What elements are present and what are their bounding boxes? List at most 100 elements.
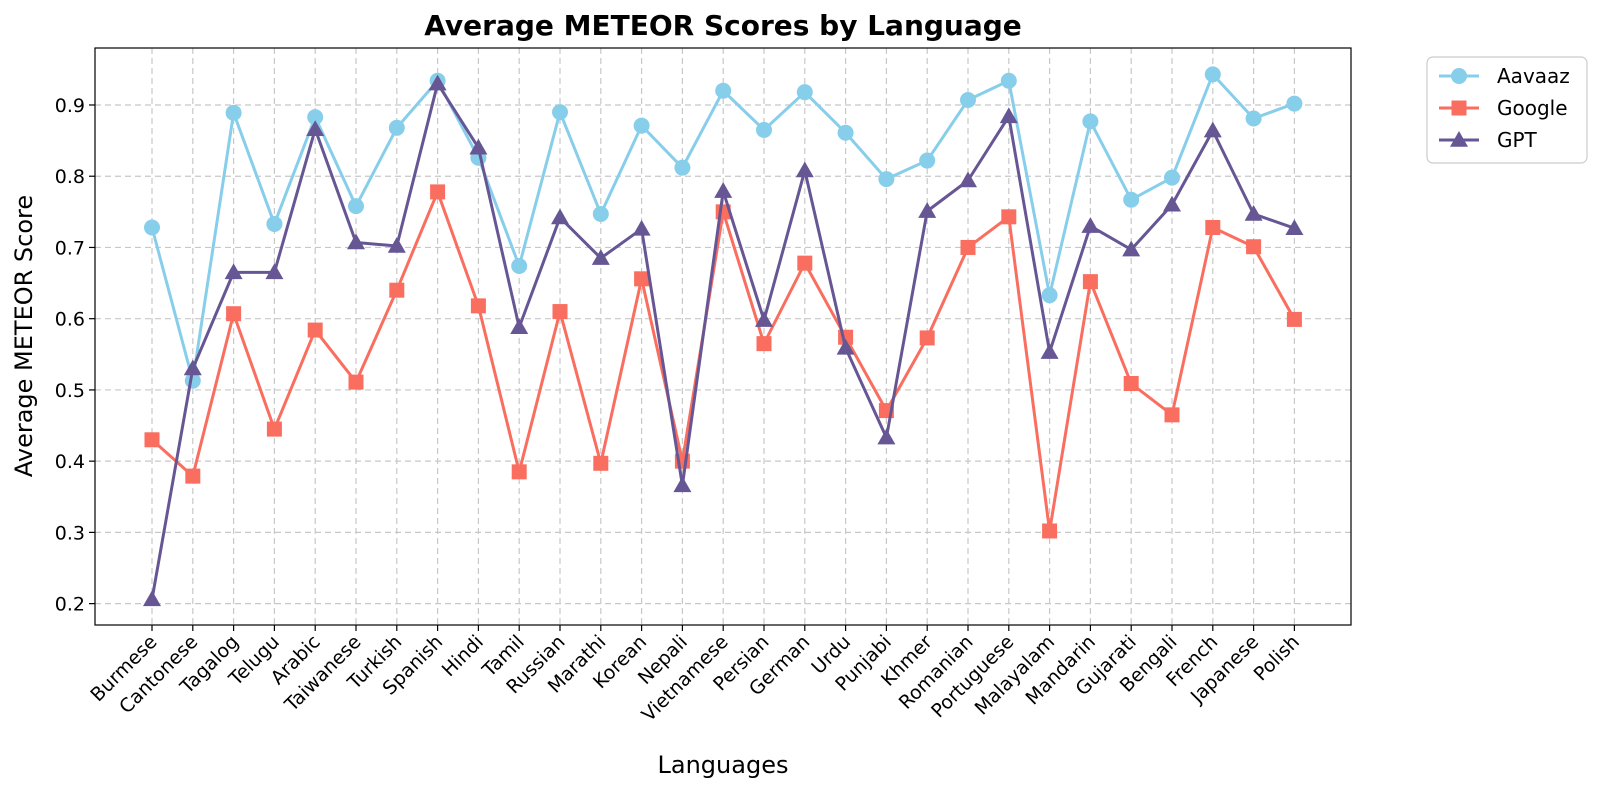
data-point-gpt	[469, 138, 488, 155]
data-point-aavaaz	[348, 198, 364, 215]
data-point-gpt	[224, 263, 243, 280]
data-point-google	[797, 255, 813, 271]
data-point-gpt	[306, 120, 325, 136]
data-point-google	[144, 432, 160, 448]
data-point-gpt	[1081, 217, 1100, 233]
data-point-aavaaz	[1164, 169, 1180, 186]
data-point-aavaaz	[266, 215, 283, 232]
data-point-aavaaz	[756, 121, 772, 138]
data-point-aavaaz	[674, 159, 691, 176]
data-point-aavaaz	[837, 124, 854, 141]
data-point-aavaaz	[592, 205, 609, 222]
data-point-google	[634, 271, 650, 287]
data-point-google	[1001, 209, 1017, 225]
data-point-google	[960, 239, 976, 255]
legend-label-aavaaz: Aavaaz	[1497, 64, 1570, 88]
data-point-gpt	[1244, 204, 1263, 221]
data-point-gpt	[183, 359, 202, 376]
legend-marker-google	[1451, 100, 1467, 116]
data-point-google	[756, 336, 772, 352]
y-tick-label: 0.2	[55, 594, 85, 616]
legend-marker-aavaaz	[1451, 68, 1467, 84]
chart-title: Average METEOR Scores by Language	[424, 9, 1022, 42]
data-point-aavaaz	[1286, 95, 1303, 112]
data-point-gpt	[1285, 219, 1304, 235]
data-point-gpt	[1163, 195, 1181, 212]
data-point-google	[430, 184, 446, 200]
data-point-google	[1205, 220, 1221, 236]
data-point-aavaaz	[144, 219, 160, 236]
data-point-aavaaz	[225, 104, 242, 121]
x-axis-ticks: BurmeseCantoneseTagalogTeluguArabicTaiwa…	[86, 625, 1304, 726]
data-point-aavaaz	[388, 119, 405, 136]
data-point-gpt	[755, 311, 773, 327]
data-point-gpt	[428, 74, 447, 91]
data-point-gpt	[632, 219, 651, 236]
y-tick-label: 0.8	[55, 166, 85, 188]
data-point-google	[307, 322, 323, 338]
data-point-gpt	[387, 237, 406, 253]
legend-marker-gpt	[1450, 131, 1468, 147]
data-point-aavaaz	[919, 152, 936, 169]
data-point-google	[470, 298, 486, 314]
x-tick-label: Hindi	[438, 631, 488, 681]
y-tick-label: 0.6	[55, 309, 85, 331]
data-point-google	[593, 455, 609, 471]
y-axis-ticks: 0.2 0.3 0.4 0.5 0.6 0.7 0.8 0.9	[55, 95, 95, 616]
data-point-aavaaz	[1041, 287, 1058, 304]
data-point-google	[552, 304, 568, 320]
legend: Aavaaz Google GPT	[1426, 56, 1588, 164]
data-point-aavaaz	[511, 257, 528, 274]
data-point-google	[1123, 376, 1139, 392]
data-point-aavaaz	[960, 92, 976, 109]
data-point-gpt	[714, 182, 733, 198]
data-point-gpt	[1203, 121, 1222, 138]
legend-label-google: Google	[1497, 96, 1568, 120]
legend-item-aavaaz: Aavaaz	[1439, 64, 1570, 88]
data-point-google	[1082, 274, 1098, 290]
x-tick-label: Polish	[1250, 631, 1304, 685]
data-point-aavaaz	[552, 104, 568, 121]
data-point-aavaaz	[796, 84, 813, 101]
y-tick-label: 0.3	[55, 522, 85, 544]
legend-item-gpt: GPT	[1439, 128, 1538, 152]
data-point-gpt	[795, 161, 814, 178]
gridlines	[95, 48, 1351, 625]
legend-frame	[1426, 56, 1588, 164]
data-point-aavaaz	[307, 109, 324, 126]
data-point-google	[185, 468, 201, 484]
data-point-gpt	[1040, 343, 1059, 359]
data-point-google	[919, 330, 935, 346]
legend-item-google: Google	[1439, 96, 1568, 120]
y-tick-label: 0.5	[55, 380, 85, 402]
data-point-google	[511, 464, 527, 480]
y-axis-label: Average METEOR Score	[10, 195, 38, 477]
data-point-google	[389, 282, 405, 298]
data-point-google	[1164, 407, 1180, 423]
data-point-aavaaz	[633, 117, 650, 134]
series-layer	[143, 66, 1304, 607]
data-point-gpt	[143, 590, 161, 607]
data-point-gpt	[591, 249, 610, 265]
legend-label-gpt: GPT	[1497, 128, 1538, 152]
data-point-aavaaz	[1000, 72, 1017, 89]
series-google	[144, 184, 1302, 539]
data-point-google	[1042, 523, 1058, 539]
data-point-aavaaz	[1245, 110, 1262, 127]
data-point-aavaaz	[1204, 66, 1221, 83]
series-aavaaz	[144, 66, 1303, 389]
data-point-gpt	[673, 476, 692, 493]
data-point-gpt	[959, 171, 977, 188]
data-point-gpt	[999, 107, 1018, 124]
data-point-google	[1246, 239, 1262, 255]
data-point-gpt	[918, 202, 937, 218]
data-point-gpt	[551, 208, 569, 225]
data-point-gpt	[836, 338, 855, 355]
data-point-google	[226, 306, 242, 322]
y-tick-label: 0.9	[55, 95, 85, 117]
y-tick-label: 0.7	[55, 237, 85, 259]
data-point-aavaaz	[878, 171, 895, 188]
data-point-gpt	[1122, 240, 1141, 257]
y-tick-label: 0.4	[55, 451, 85, 473]
